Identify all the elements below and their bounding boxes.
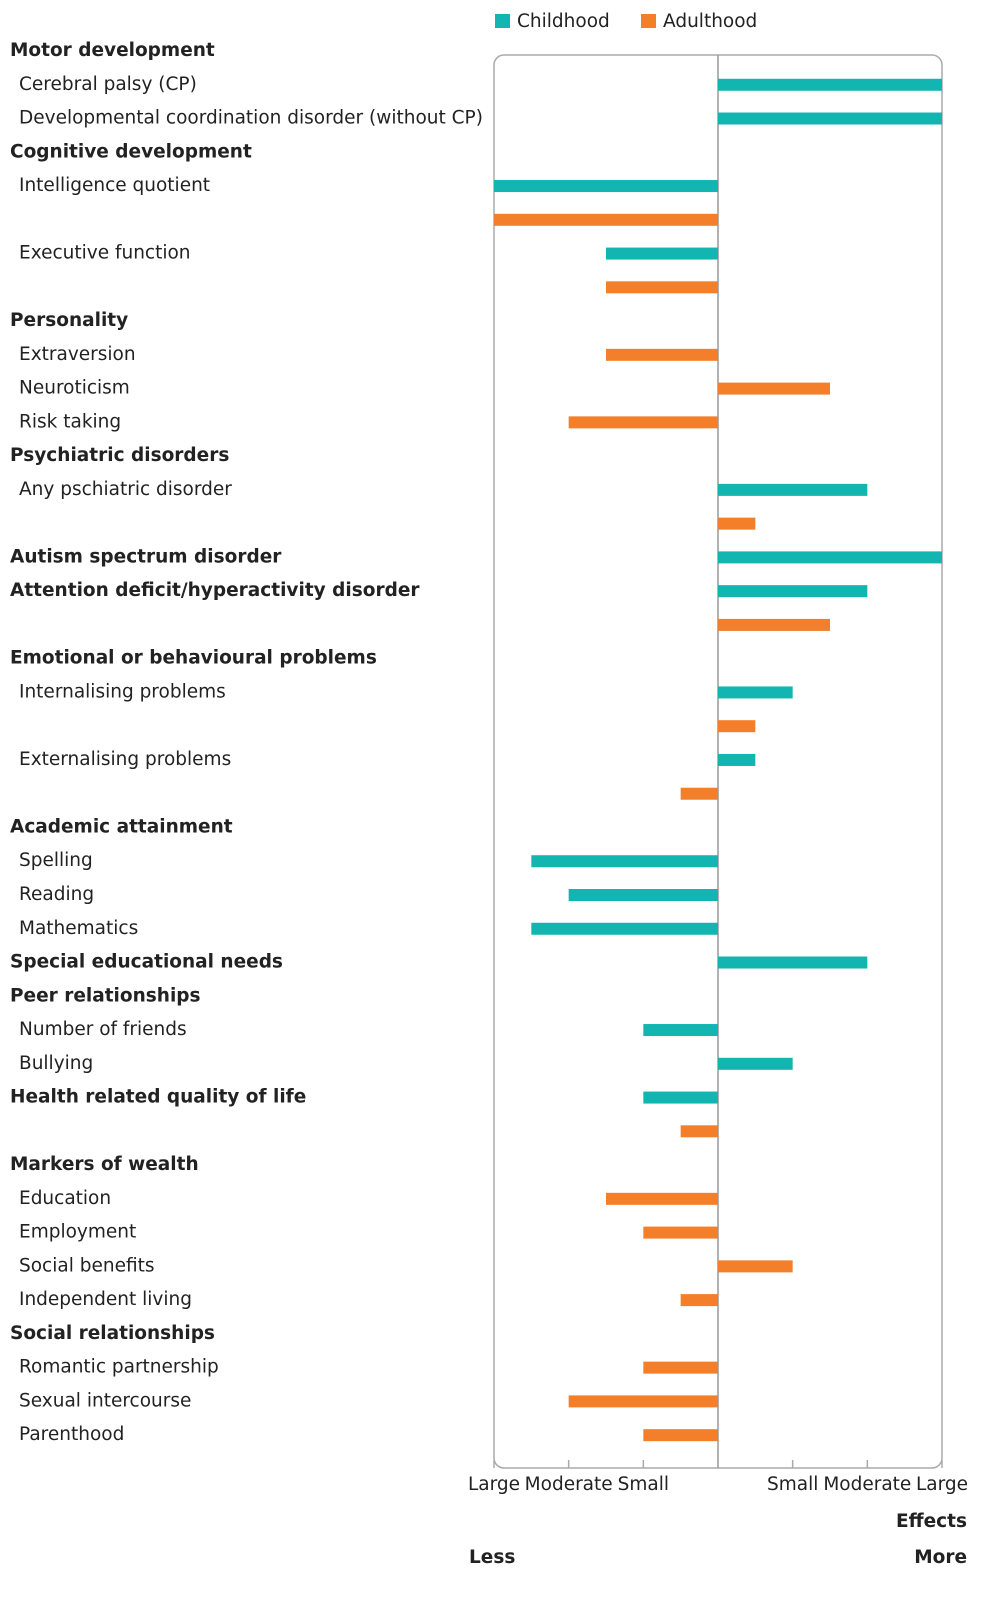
- bar: [718, 956, 868, 969]
- x-right-label: More: [914, 1547, 967, 1568]
- bar: [568, 889, 718, 901]
- bar: [606, 247, 718, 260]
- category-label: Independent living: [19, 1289, 192, 1310]
- x-tick-label: Large: [916, 1474, 968, 1495]
- category-label: Cerebral palsy (CP): [19, 74, 197, 95]
- bar: [531, 855, 718, 868]
- category-label: Employment: [19, 1222, 136, 1243]
- category-label: Mathematics: [19, 918, 138, 939]
- bar: [643, 1226, 718, 1239]
- bar: [568, 1395, 718, 1408]
- legend-label: Adulthood: [663, 11, 757, 32]
- x-tick-label: Large: [468, 1474, 520, 1495]
- bar: [643, 1429, 718, 1442]
- bar: [643, 1361, 718, 1374]
- bar: [494, 213, 718, 226]
- category-label: Risk taking: [19, 411, 121, 432]
- category-heading: Academic attainment: [10, 816, 233, 837]
- category-label: Sexual intercourse: [19, 1390, 191, 1411]
- category-label: Social benefits: [19, 1255, 155, 1276]
- bar: [718, 517, 756, 530]
- bar: [531, 922, 718, 935]
- bar: [718, 720, 756, 733]
- bar: [718, 585, 868, 598]
- bar: [718, 382, 830, 395]
- category-heading: Emotional or behavioural problems: [10, 648, 377, 669]
- bar: [643, 1091, 718, 1104]
- bar: [718, 618, 830, 631]
- x-tick-label: Small: [767, 1474, 818, 1495]
- category-heading: Social relationships: [10, 1323, 215, 1344]
- legend-label: Childhood: [517, 11, 610, 32]
- category-heading: Autism spectrum disorder: [10, 546, 282, 567]
- category-heading: Peer relationships: [10, 985, 201, 1006]
- category-heading: Special educational needs: [10, 952, 283, 973]
- bar: [643, 1024, 718, 1037]
- bar: [718, 686, 793, 699]
- category-heading: Cognitive development: [10, 141, 252, 162]
- bar: [718, 753, 756, 766]
- legend-swatch: [495, 14, 510, 28]
- bar: [718, 1260, 793, 1273]
- category-label: Internalising problems: [19, 681, 226, 702]
- category-heading: Motor development: [10, 40, 215, 61]
- bar: [718, 78, 942, 91]
- x-tick-label: Moderate: [525, 1474, 613, 1495]
- x-tick-label: Moderate: [823, 1474, 911, 1495]
- category-label: Bullying: [19, 1053, 93, 1074]
- bar: [718, 112, 942, 125]
- category-heading: Personality: [10, 310, 128, 331]
- category-label: Reading: [19, 884, 94, 905]
- bar: [718, 483, 868, 496]
- category-label: Developmental coordination disorder (wit…: [19, 108, 483, 129]
- bar: [718, 1057, 793, 1070]
- category-label: Any pschiatric disorder: [19, 479, 232, 500]
- bar: [606, 348, 718, 361]
- category-heading: Health related quality of life: [10, 1087, 306, 1108]
- x-left-label: Less: [469, 1547, 515, 1568]
- bar: [606, 1192, 718, 1205]
- bar: [568, 416, 718, 429]
- category-label: Spelling: [19, 850, 93, 871]
- x-tick-label: Small: [618, 1474, 669, 1495]
- category-heading: Psychiatric disorders: [10, 445, 229, 466]
- category-label: Parenthood: [19, 1424, 124, 1445]
- bar: [680, 1294, 718, 1307]
- category-label: Intelligence quotient: [19, 175, 210, 196]
- x-axis-label: Effects: [896, 1511, 967, 1532]
- legend-swatch: [641, 14, 656, 28]
- category-label: Number of friends: [19, 1019, 187, 1040]
- category-label: Romantic partnership: [19, 1357, 219, 1378]
- bar: [718, 551, 942, 564]
- category-label: Neuroticism: [19, 378, 130, 399]
- category-label: Extraversion: [19, 344, 136, 365]
- bar: [494, 180, 718, 193]
- bar: [606, 281, 718, 294]
- category-heading: Attention deficit/hyperactivity disorder: [10, 580, 420, 601]
- bar: [680, 787, 718, 800]
- category-heading: Markers of wealth: [10, 1154, 199, 1175]
- category-label: Executive function: [19, 243, 191, 264]
- category-label: Externalising problems: [19, 749, 231, 770]
- bar: [680, 1125, 718, 1138]
- category-label: Education: [19, 1188, 111, 1209]
